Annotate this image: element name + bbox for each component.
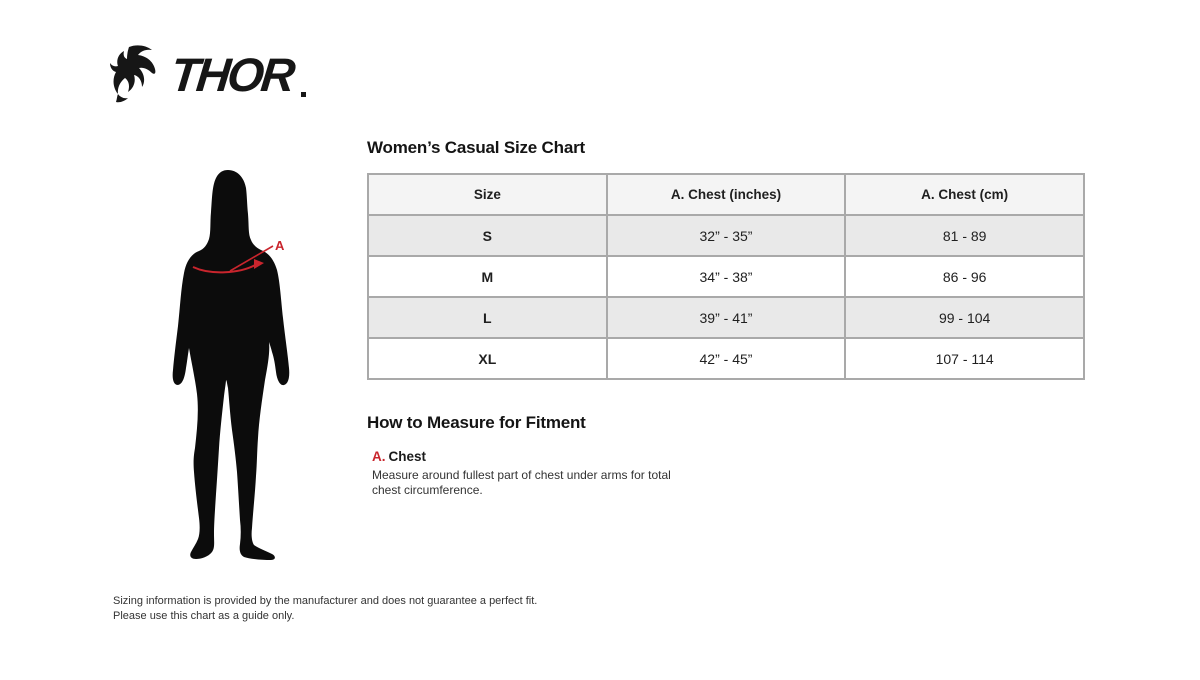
female-silhouette-graphic: A [172,170,290,560]
logo-wordmark: THOR [168,47,295,101]
disclaimer-line-2: Please use this chart as a guide only. [113,610,295,622]
chest-measure-arrowhead [254,259,264,269]
logo-dot [301,92,307,97]
cell-chest-cm: 107 - 114 [844,337,1085,380]
brand-logo: THOR [108,42,307,106]
sizing-disclaimer: Sizing information is provided by the ma… [113,594,537,624]
column-header-chest-inches: A. Chest (inches) [605,173,847,216]
fitment-section-title: How to Measure for Fitment [367,413,586,432]
column-header-chest-cm: A. Chest (cm) [844,173,1085,216]
cell-chest-inches: 42” - 45” [605,337,847,380]
cell-size: L [367,296,608,339]
column-header-size: Size [367,173,608,216]
disclaimer-line-1: Sizing information is provided by the ma… [113,595,538,607]
measure-instruction-block: A. Chest Measure around fullest part of c… [372,449,692,498]
chest-measure-line [192,263,258,274]
cell-chest-cm: 99 - 104 [844,296,1085,339]
cell-size: M [367,255,608,298]
cell-chest-inches: 32” - 35” [605,214,847,257]
measure-description: Measure around fullest part of chest und… [372,468,671,497]
table-row-m: M 34” - 38” 86 - 96 [367,255,1085,298]
cell-chest-cm: 81 - 89 [844,214,1085,257]
figure-marker-a: A [275,238,285,253]
marker-pointer-line [229,245,274,272]
cell-chest-inches: 34” - 38” [605,255,847,298]
table-row-xl: XL 42” - 45” 107 - 114 [367,337,1085,380]
size-table: Size A. Chest (inches) A. Chest (cm) S 3… [367,173,1085,380]
measurement-figure: A [160,168,305,568]
table-row-s: S 32” - 35” 81 - 89 [367,214,1085,257]
cell-size: S [367,214,608,257]
cell-chest-cm: 86 - 96 [844,255,1085,298]
female-silhouette [172,170,290,560]
measure-label: A. Chest [372,449,692,464]
measure-letter: A. [372,449,386,464]
measure-name: Chest [388,449,427,464]
thor-bull-icon [108,43,168,105]
size-table-header-row: Size A. Chest (inches) A. Chest (cm) [367,173,1085,216]
table-row-l: L 39” - 41” 99 - 104 [367,296,1085,339]
size-chart-title: Women’s Casual Size Chart [367,138,585,157]
cell-chest-inches: 39” - 41” [605,296,847,339]
cell-size: XL [367,337,608,380]
